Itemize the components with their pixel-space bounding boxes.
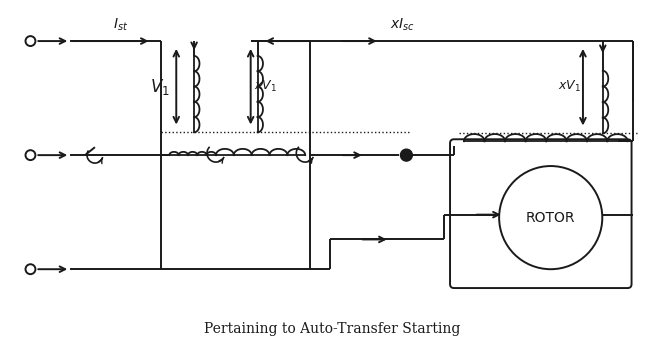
Text: $xV_1$: $xV_1$ (254, 79, 277, 94)
Circle shape (25, 150, 35, 160)
Text: $xI_{sc}$: $xI_{sc}$ (390, 17, 414, 33)
Text: $xV_1$: $xV_1$ (558, 79, 581, 94)
Text: ROTOR: ROTOR (526, 211, 576, 225)
Circle shape (25, 36, 35, 46)
Text: $V_1$: $V_1$ (149, 77, 169, 97)
FancyBboxPatch shape (450, 139, 631, 288)
Circle shape (400, 149, 412, 161)
Circle shape (499, 166, 602, 269)
Text: Pertaining to Auto-Transfer Starting: Pertaining to Auto-Transfer Starting (204, 322, 460, 336)
Text: $I_{st}$: $I_{st}$ (113, 17, 128, 33)
Circle shape (25, 264, 35, 274)
